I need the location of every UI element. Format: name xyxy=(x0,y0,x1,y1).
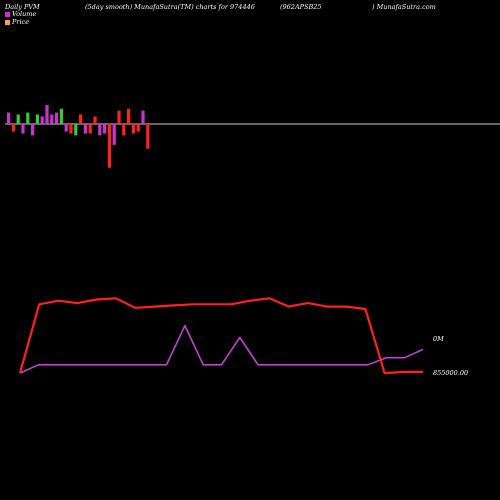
chart-title-left: Daily PVM xyxy=(5,3,40,11)
chart-title-middle: (5day smooth) MunafaSutra(TM) charts for… xyxy=(85,3,255,11)
pvm-bar-11 xyxy=(59,108,63,124)
pvm-bar-5 xyxy=(31,124,35,136)
pvm-bar-23 xyxy=(117,110,121,124)
pvm-bar-25 xyxy=(127,108,131,124)
legend-volume-label: Volume xyxy=(12,10,37,18)
pvm-bar-8 xyxy=(45,105,49,124)
chart-source: ) MunafaSutra.com xyxy=(372,3,436,11)
legend-volume: Volume xyxy=(5,10,36,18)
price-line xyxy=(18,297,423,375)
pvm-bar-0 xyxy=(7,112,11,124)
chart-symbol: (962APSB25 xyxy=(280,3,322,11)
legend-price-label: Price xyxy=(12,18,30,26)
pvm-bars xyxy=(7,105,150,168)
pvm-bar-7 xyxy=(40,116,44,124)
pvm-bar-6 xyxy=(35,114,39,124)
legend-volume-swatch xyxy=(5,11,10,17)
volume-annotation: 0M xyxy=(433,335,444,343)
pvm-bar-9 xyxy=(50,114,54,124)
pvm-bar-2 xyxy=(16,114,20,124)
volume-line xyxy=(19,324,424,374)
pvm-bar-15 xyxy=(79,114,83,124)
legend-price: Price xyxy=(5,18,29,26)
pvm-bar-17 xyxy=(88,124,92,134)
pvm-bar-16 xyxy=(83,124,87,134)
pvm-bar-28 xyxy=(141,110,145,124)
pvm-bar-12 xyxy=(64,124,68,132)
pvm-bar-20 xyxy=(103,124,107,134)
price-volume-lines xyxy=(18,297,424,375)
pvm-bar-24 xyxy=(122,124,126,136)
pvm-bar-29 xyxy=(146,124,150,149)
pvm-bar-21 xyxy=(107,124,111,168)
pvm-bar-22 xyxy=(112,124,116,145)
pvm-bar-14 xyxy=(74,124,78,136)
pvm-bar-26 xyxy=(131,124,135,134)
pvm-bar-27 xyxy=(136,124,140,132)
price-annotation: 855000.00 xyxy=(433,369,468,377)
pvm-bar-3 xyxy=(21,124,25,134)
pvm-bar-10 xyxy=(55,112,59,124)
pvm-bar-18 xyxy=(93,116,97,124)
pvm-bar-4 xyxy=(26,112,30,124)
legend-price-swatch xyxy=(5,19,10,25)
pvm-bar-13 xyxy=(69,124,73,134)
pvm-bar-19 xyxy=(98,124,102,136)
pvm-bar-1 xyxy=(11,124,15,132)
